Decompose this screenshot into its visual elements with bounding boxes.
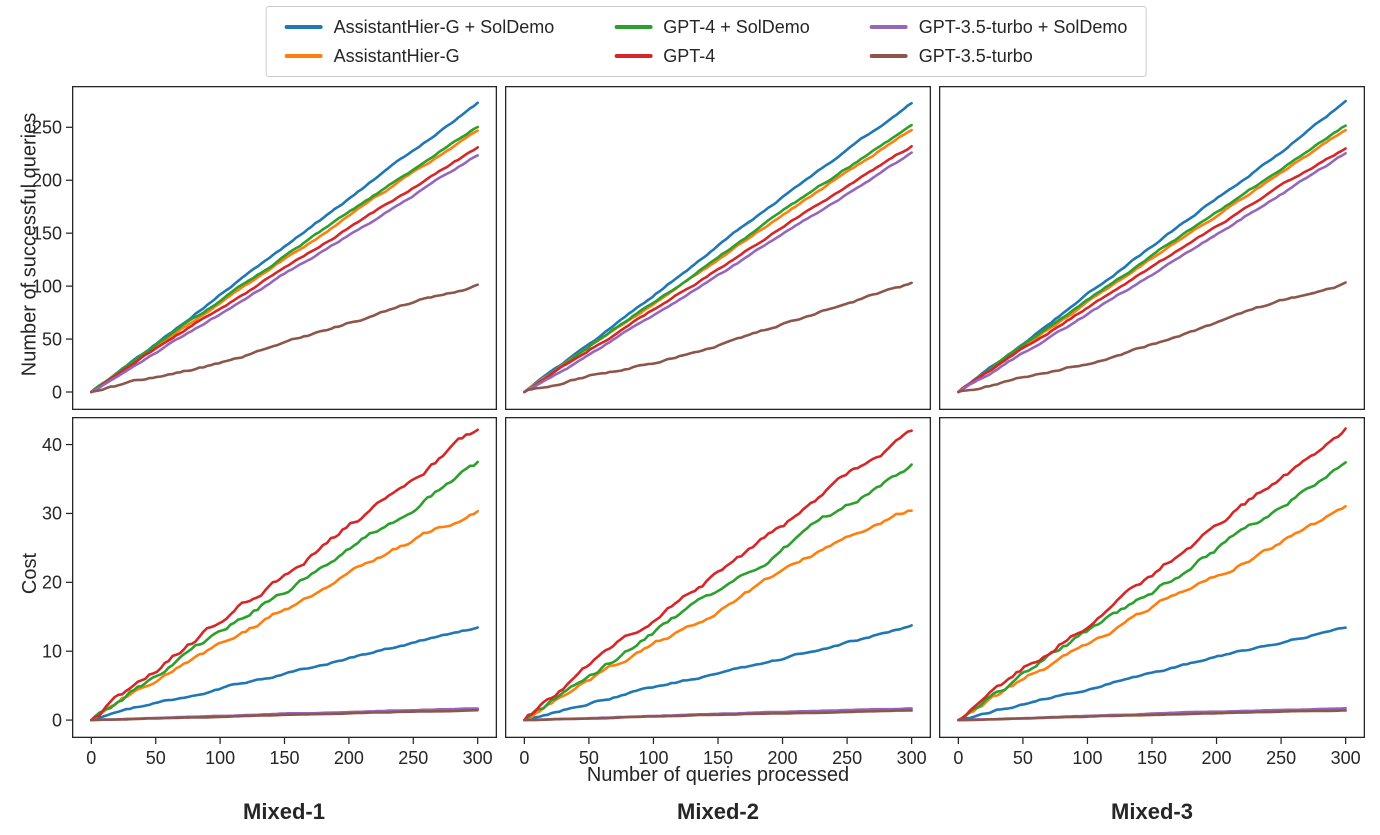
legend: AssistantHier-G + SolDemo AssistantHier-G… (265, 6, 1147, 77)
line-gpt-3-5-turbo-soldemo (957, 152, 1347, 394)
x-tick-label: 0 (953, 748, 963, 768)
line-gpt-3-5-turbo (90, 283, 479, 394)
line-gpt-3-5-turbo-soldemo (523, 151, 913, 394)
x-tick-label: 100 (638, 748, 668, 768)
column-title-mixed-1: Mixed-1 (243, 799, 325, 824)
subplot-mixed-3-number-of-successful-queries (938, 85, 1366, 411)
line-gpt-3-5-turbo (957, 709, 1347, 722)
line-gpt-4-soldemo (957, 124, 1347, 394)
legend-label: GPT-3.5-turbo + SolDemo (918, 17, 1128, 37)
subplot-mixed-2-number-of-successful-queries (504, 85, 932, 411)
y-tick-label: 250 (32, 118, 62, 138)
x-tick-label: 250 (398, 748, 428, 768)
line-gpt-4-soldemo (523, 463, 913, 722)
y-axis-label-cost: Cost (19, 552, 41, 595)
plot-frame (71, 416, 498, 739)
line-gpt-3-5-turbo (957, 281, 1347, 394)
y-tick-label: 30 (42, 504, 62, 524)
line-assistanthier-g-soldemo (90, 626, 479, 722)
x-tick-label: 0 (86, 748, 96, 768)
plot-frame (938, 85, 1366, 411)
line-gpt-4 (957, 427, 1347, 722)
line-assistanthier-g (523, 509, 913, 722)
line-gpt-3-5-turbo (523, 709, 913, 722)
x-tick-label: 300 (897, 748, 927, 768)
subplot-mixed-2-cost: 0 50 100 150 200 250 300 (504, 416, 932, 768)
x-tick-label: 250 (832, 748, 862, 768)
plot-frame (504, 416, 932, 739)
legend-item-gpt-4-soldemo: GPT-4 + SolDemo (614, 17, 810, 37)
x-tick-label: 150 (1137, 748, 1167, 768)
line-assistanthier-g-soldemo (957, 626, 1347, 722)
line-gpt-3-5-turbo (523, 281, 913, 394)
subplot-mixed-3-cost: 0 50 100 150 200 250 300 (938, 416, 1366, 768)
legend-swatch-icon (869, 25, 908, 29)
subplot-mixed-1-cost: 0 10 20 30 40 0 50 100 150 200 250 300 (42, 416, 498, 768)
legend-item-gpt-3-5-turbo: GPT-3.5-turbo (869, 46, 1128, 66)
line-gpt-4 (90, 146, 479, 394)
line-assistanthier-g-soldemo (523, 624, 913, 722)
line-gpt-4-soldemo (523, 123, 913, 394)
x-tick-label: 50 (579, 748, 599, 768)
legend-swatch-icon (614, 54, 653, 58)
x-tick-label: 50 (146, 748, 166, 768)
legend-label: GPT-4 (663, 46, 716, 66)
legend-item-gpt-4: GPT-4 (614, 46, 810, 66)
x-tick-label: 0 (519, 748, 529, 768)
line-assistanthier-g (957, 504, 1347, 722)
legend-item-gpt-3-5-turbo-soldemo: GPT-3.5-turbo + SolDemo (869, 17, 1128, 37)
x-tick-label: 50 (1013, 748, 1033, 768)
y-tick-label: 50 (42, 329, 62, 349)
x-tick-label: 150 (703, 748, 733, 768)
x-tick-label: 100 (1072, 748, 1102, 768)
y-tick-label: 150 (32, 223, 62, 243)
legend-swatch-icon (284, 25, 323, 29)
y-tick-label: 20 (42, 573, 62, 593)
line-assistanthier-g (90, 510, 479, 722)
line-gpt-4-soldemo (90, 460, 479, 722)
line-gpt-4 (523, 429, 913, 722)
y-tick-label: 0 (52, 710, 62, 730)
line-gpt-3-5-turbo (90, 708, 479, 722)
legend-item-assistanthier-g-soldemo: AssistantHier-G + SolDemo (284, 17, 555, 37)
y-tick-label: 100 (32, 276, 62, 296)
x-tick-label: 150 (269, 748, 299, 768)
line-gpt-4 (957, 147, 1347, 394)
x-tick-label: 200 (334, 748, 364, 768)
legend-label: GPT-3.5-turbo (918, 46, 1033, 66)
plot-frame (938, 416, 1366, 739)
line-gpt-3-5-turbo-soldemo (90, 154, 479, 394)
legend-swatch-icon (869, 54, 908, 58)
plot-frame (71, 85, 498, 411)
subplot-mixed-1-number-of-successful-queries: 0 50 100 150 200 250 (32, 85, 498, 411)
line-gpt-4 (523, 144, 913, 394)
y-tick-label: 40 (42, 435, 62, 455)
y-tick-label: 0 (52, 382, 62, 402)
line-gpt-4-soldemo (90, 125, 479, 394)
x-tick-label: 300 (463, 748, 493, 768)
x-tick-label: 200 (768, 748, 798, 768)
x-tick-label: 200 (1202, 748, 1232, 768)
column-title-mixed-2: Mixed-2 (677, 799, 759, 824)
plot-frame (504, 85, 932, 411)
legend-label: GPT-4 + SolDemo (663, 17, 810, 37)
line-gpt-4 (90, 428, 479, 722)
line-gpt-4-soldemo (957, 461, 1347, 722)
x-tick-label: 300 (1331, 748, 1361, 768)
legend-label: AssistantHier-G (333, 46, 460, 66)
legend-label: AssistantHier-G + SolDemo (333, 17, 555, 37)
x-axis-label: Number of queries processed (586, 764, 850, 786)
x-tick-label: 250 (1266, 748, 1296, 768)
line-assistanthier-g-soldemo (523, 102, 913, 394)
column-title-mixed-3: Mixed-3 (1111, 799, 1193, 824)
x-tick-label: 100 (205, 748, 235, 768)
y-tick-label: 200 (32, 171, 62, 191)
legend-swatch-icon (284, 54, 323, 58)
legend-item-assistanthier-g: AssistantHier-G (284, 46, 555, 66)
y-tick-label: 10 (42, 642, 62, 662)
legend-swatch-icon (614, 25, 653, 29)
